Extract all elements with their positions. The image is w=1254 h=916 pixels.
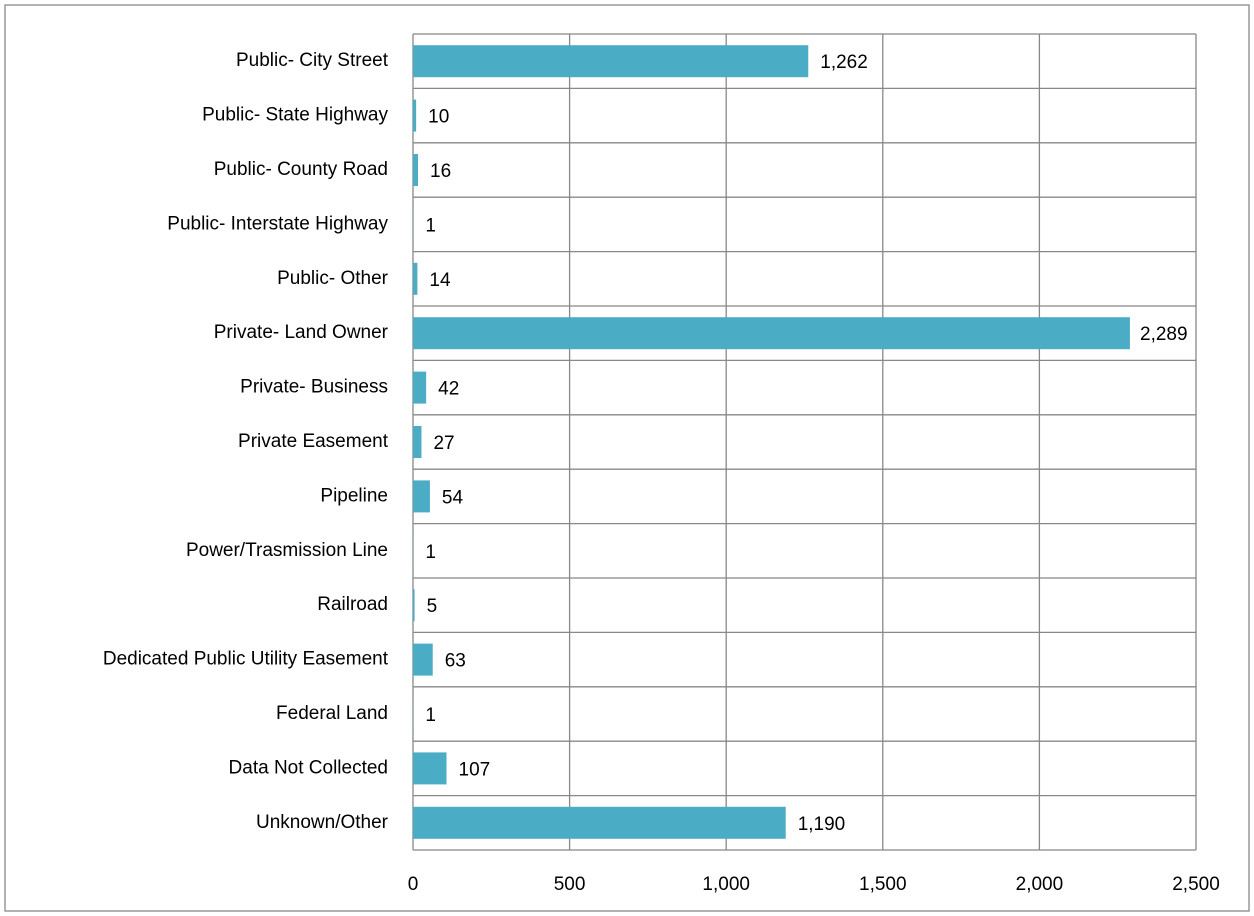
data-label: 42: [438, 379, 459, 400]
x-tick-label: 1,500: [859, 874, 907, 895]
y-tick-label: Power/Trasmission Line: [186, 540, 388, 561]
y-tick-label: Public- County Road: [214, 159, 388, 180]
x-tick-label: 2,000: [1016, 874, 1064, 895]
data-label: 10: [428, 107, 449, 128]
bar: [413, 480, 430, 513]
x-tick-label: 0: [408, 874, 419, 895]
bar: [413, 643, 433, 676]
y-tick-label: Pipeline: [320, 485, 388, 506]
y-tick-label: Railroad: [317, 594, 388, 615]
bar: [413, 806, 786, 839]
data-label: 16: [430, 161, 451, 182]
y-tick-label: Public- City Street: [236, 50, 389, 71]
y-tick-label: Unknown/Other: [256, 812, 389, 833]
y-tick-label: Private- Land Owner: [214, 322, 389, 343]
bar: [413, 99, 417, 132]
bar: [413, 45, 809, 78]
bar: [413, 589, 415, 622]
bar: [413, 154, 419, 186]
bar: [413, 752, 447, 785]
data-label: 63: [445, 651, 466, 672]
data-label: 27: [433, 433, 454, 454]
data-label: 14: [429, 270, 451, 291]
data-label: 1,262: [820, 52, 868, 73]
bar: [413, 317, 1130, 350]
y-tick-label: Public- State Highway: [202, 105, 388, 126]
y-tick-label: Dedicated Public Utility Easement: [103, 649, 389, 670]
y-tick-label: Public- Interstate Highway: [167, 213, 388, 234]
data-label: 1: [425, 705, 436, 726]
data-label: 1: [425, 215, 436, 236]
x-tick-label: 2,500: [1172, 874, 1220, 895]
y-tick-label: Private Easement: [238, 431, 389, 452]
data-label: 54: [442, 487, 464, 508]
y-tick-label: Data Not Collected: [229, 757, 388, 778]
data-label: 2,289: [1140, 324, 1188, 345]
x-tick-label: 1,000: [702, 874, 750, 895]
data-label: 1,190: [798, 814, 846, 835]
data-label: 1: [425, 542, 436, 563]
y-tick-label: Public- Other: [277, 268, 389, 289]
data-label: 107: [459, 759, 491, 780]
data-label: 5: [427, 596, 438, 617]
x-tick-label: 500: [554, 874, 586, 895]
bar: [413, 371, 427, 404]
chart-border: [4, 4, 1250, 912]
y-tick-label: Federal Land: [276, 703, 388, 724]
y-tick-label: Private- Business: [240, 377, 388, 398]
bar: [413, 426, 422, 458]
bar: [413, 262, 418, 295]
